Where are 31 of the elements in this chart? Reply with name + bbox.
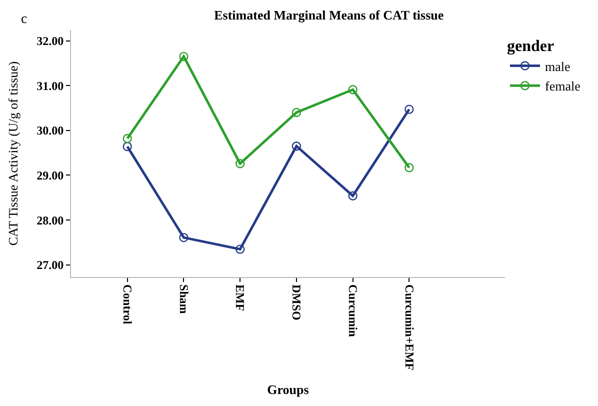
legend-label: female [545,78,581,94]
y-tick-label: 30.00 [36,124,64,138]
legend-label: male [545,58,570,74]
x-tick-label: Curcumin+EMF [402,284,416,370]
point [404,163,414,172]
x-tick-label: Curcumin [346,284,360,338]
x-tick-label: Sham [176,284,191,314]
point [292,142,302,151]
point [122,134,132,144]
y-tick-label: 31.00 [36,78,64,93]
text: c [21,12,28,27]
y-tick-label: 27.00 [36,258,64,272]
x-tick-label: EMF [233,284,248,312]
chart-title: Estimated Marginal Means of CAT tissue [214,7,444,22]
y-tick-label: 32.00 [36,34,64,48]
legend-title: gender [507,38,554,55]
point [122,142,132,152]
point [235,244,245,254]
point [235,158,245,168]
point [292,108,302,118]
x-tick-label: Control [120,284,134,325]
point [348,85,358,94]
y-axis-title: CAT Tissue Activity (U/g of tissue) [6,61,21,246]
y-tick-label: 29.00 [36,168,64,182]
point [179,52,188,62]
point [179,232,188,242]
point [348,191,358,200]
point [404,104,414,114]
y-tick-label: 28.00 [36,213,64,228]
x-axis-title: Groups [267,382,309,397]
x-tick-label: DMSO [290,284,304,320]
